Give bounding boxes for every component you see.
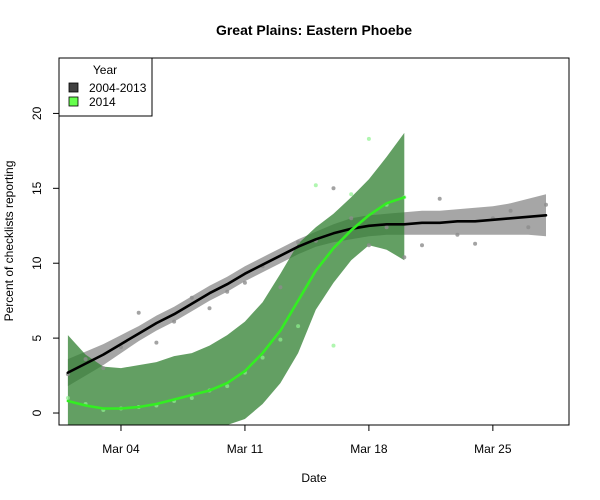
data-point-2004-2013-27	[526, 225, 531, 230]
x-tick-label: Mar 04	[102, 442, 140, 456]
plot-box	[58, 57, 570, 426]
x-tick-label: Mar 18	[350, 442, 388, 456]
trend-line-2014	[66, 196, 406, 410]
data-point-2004-2013-22	[437, 196, 442, 201]
data-point-2004-2013-14	[296, 240, 301, 245]
data-point-2004-2013-3	[101, 366, 106, 371]
trend-line-2004-2013	[66, 214, 548, 374]
trend-lines	[66, 196, 548, 410]
data-point-2014-8	[189, 396, 194, 400]
y-axis-title: Percent of checklists reporting	[2, 161, 16, 322]
data-point-2004-2013-23	[455, 232, 460, 237]
y-tick-label: 0	[30, 409, 44, 416]
legend-title: Year	[93, 63, 117, 77]
y-axis: 0 5 10 15 20	[30, 106, 59, 416]
legend-label-2014: 2014	[89, 95, 116, 109]
data-point-2004-2013-20	[402, 255, 407, 260]
y-tick-label: 15	[30, 181, 44, 195]
y-tick-label: 20	[30, 106, 44, 120]
data-point-2004-2013-8	[189, 295, 194, 300]
data-point-2014-1	[65, 396, 70, 400]
data-point-2014-14	[296, 324, 301, 329]
data-point-2004-2013-17	[349, 216, 354, 221]
data-point-2014-12	[260, 355, 265, 360]
data-point-2014-15	[313, 183, 318, 188]
legend-swatch-2014	[68, 96, 79, 107]
y-tick-label: 5	[30, 334, 44, 341]
legend-label-2004-2013: 2004-2013	[89, 81, 147, 95]
confidence-band-2004-2013	[67, 194, 547, 387]
y-tick-label: 10	[30, 256, 44, 270]
legend-swatch-2004-2013	[68, 82, 79, 93]
confidence-band-2014	[67, 132, 405, 425]
data-point-2014-10	[225, 384, 230, 389]
data-point-2004-2013-19	[384, 225, 389, 230]
confidence-bands	[67, 132, 547, 425]
chart-title: Great Plains: Eastern Phoebe	[216, 22, 412, 38]
data-point-2004-2013-13	[278, 285, 283, 290]
data-point-2004-2013-7	[172, 319, 177, 324]
data-point-2004-2013-28	[544, 202, 548, 207]
data-point-2014-13	[278, 337, 283, 342]
data-point-2004-2013-10	[225, 289, 230, 294]
x-axis-title: Date	[301, 471, 327, 485]
data-point-2004-2013-9	[207, 306, 212, 311]
data-point-2004-2013-16	[331, 186, 336, 191]
data-point-2014-16	[331, 343, 336, 348]
data-points	[65, 136, 548, 412]
data-point-2004-2013-21	[420, 243, 424, 248]
data-point-2004-2013-5	[136, 310, 141, 315]
data-point-2004-2013-2	[83, 357, 88, 362]
data-point-2004-2013-26	[508, 208, 513, 213]
legend: Year 2004-2013 2014	[58, 57, 153, 117]
data-point-2014-17	[349, 192, 354, 197]
data-point-2004-2013-6	[154, 340, 159, 345]
data-point-2004-2013-18	[366, 243, 371, 248]
x-tick-label: Mar 11	[227, 442, 264, 456]
data-point-2014-18	[366, 136, 371, 141]
data-point-2004-2013-24	[473, 241, 478, 246]
x-axis: Mar 04 Mar 11 Mar 18 Mar 25	[102, 425, 512, 456]
data-point-2004-2013-11	[242, 280, 247, 285]
x-tick-label: Mar 25	[474, 442, 512, 456]
